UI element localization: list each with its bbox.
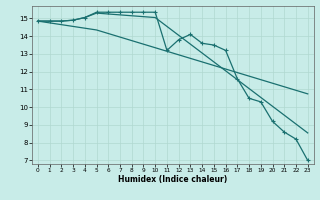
X-axis label: Humidex (Indice chaleur): Humidex (Indice chaleur) [118, 175, 228, 184]
